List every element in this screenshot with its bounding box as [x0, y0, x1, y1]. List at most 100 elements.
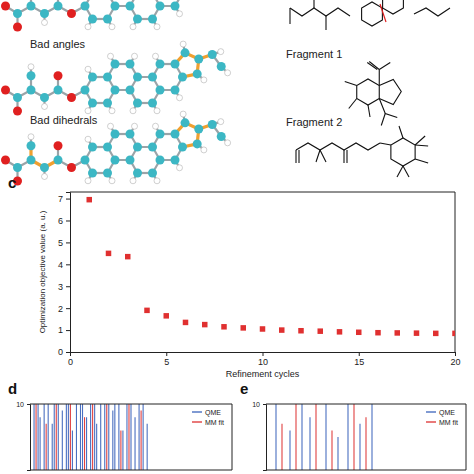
atom [154, 178, 160, 184]
spectrum-line [82, 404, 83, 470]
atom [133, 98, 142, 107]
axis-line [266, 470, 466, 471]
atom [103, 14, 112, 23]
atom [108, 53, 114, 59]
frame-line [70, 192, 455, 193]
legend-swatch [192, 421, 202, 422]
atom [28, 134, 34, 140]
atom [201, 147, 207, 153]
axis: 10 [16, 401, 30, 471]
tick-label: 6 [58, 216, 63, 226]
point [87, 197, 93, 203]
structure-bond [403, 166, 409, 177]
molecule-label: Bad dihedrals [30, 114, 98, 126]
atom [85, 136, 91, 142]
tick-label: 0 [68, 357, 73, 367]
points [87, 197, 456, 336]
atom [27, 141, 36, 150]
structure-bond [397, 166, 403, 177]
bonds [6, 44, 228, 111]
point [221, 324, 227, 330]
tick-label: 20 [450, 357, 460, 367]
structure-bond [362, 2, 383, 26]
spectrum-line [122, 430, 123, 470]
legend-label: MM fit [205, 419, 224, 426]
axis-line [30, 470, 232, 471]
structure-bond [346, 150, 347, 163]
atom [181, 48, 190, 57]
atom [153, 53, 159, 59]
spectrum-line [143, 404, 144, 470]
spectrum-line [54, 404, 55, 470]
tick-mark [166, 352, 167, 356]
legend-swatch [426, 411, 436, 412]
atom [28, 64, 34, 70]
atom [27, 71, 36, 80]
atom [133, 14, 142, 23]
axis-line [27, 405, 31, 471]
point [318, 328, 324, 334]
tick-mark [66, 286, 70, 287]
atom [54, 156, 63, 165]
point [164, 313, 170, 319]
atom [178, 143, 187, 152]
atom [225, 140, 231, 146]
spectrum-line [359, 424, 360, 470]
tick-mark [263, 404, 266, 405]
atom [109, 108, 115, 114]
spectrum-line [353, 404, 354, 470]
atom [171, 86, 180, 95]
tick: 7 [58, 194, 70, 204]
tick-mark [66, 220, 70, 221]
atoms [1, 0, 231, 32]
point [125, 254, 131, 260]
legend-swatch [192, 411, 202, 412]
spectrum-line [48, 404, 49, 470]
spectrum-line [108, 404, 109, 470]
spectrum-line [114, 404, 115, 470]
atom [67, 93, 76, 102]
figure: Bad anglesBad dihedralsFragment 1Fragmen… [0, 0, 474, 474]
tick-label: 10 [252, 401, 260, 408]
atom [111, 156, 120, 165]
atom [27, 86, 36, 95]
point [144, 308, 150, 314]
tick-mark [66, 199, 70, 200]
structure-bond [383, 0, 404, 14]
spectrum-line [331, 430, 332, 470]
tick-mark [455, 352, 456, 356]
atom [156, 130, 165, 139]
tick: 1 [58, 325, 70, 335]
spectrum-lines [276, 404, 372, 470]
tick: 20 [450, 352, 460, 367]
atom [154, 108, 160, 114]
spectrum-line [38, 404, 39, 470]
structure-bond [295, 150, 296, 163]
structure-bond [320, 150, 326, 162]
legend-swatch [426, 421, 436, 422]
atom [13, 93, 22, 102]
tick: 5 [58, 238, 70, 248]
atom [148, 143, 157, 152]
panel-label: c [8, 174, 16, 191]
structure-bond [381, 114, 385, 126]
atom [133, 168, 142, 177]
atom [88, 14, 97, 23]
atom [1, 86, 10, 95]
tick-label: 10 [258, 357, 268, 367]
spectrum-line [130, 404, 131, 470]
tick: 2 [58, 304, 70, 314]
spectrum-line [96, 424, 97, 470]
atom [225, 70, 231, 76]
atom [171, 130, 180, 139]
tick: 15 [354, 352, 364, 367]
legend-label: MM fit [439, 419, 458, 426]
spectrum-line [120, 430, 121, 470]
point [337, 329, 343, 335]
atom [85, 24, 91, 30]
spectrum-line [281, 424, 282, 470]
structure-bond [379, 80, 401, 105]
frame-line [266, 404, 466, 405]
tick-label: 2 [58, 304, 63, 314]
atom [132, 123, 138, 129]
